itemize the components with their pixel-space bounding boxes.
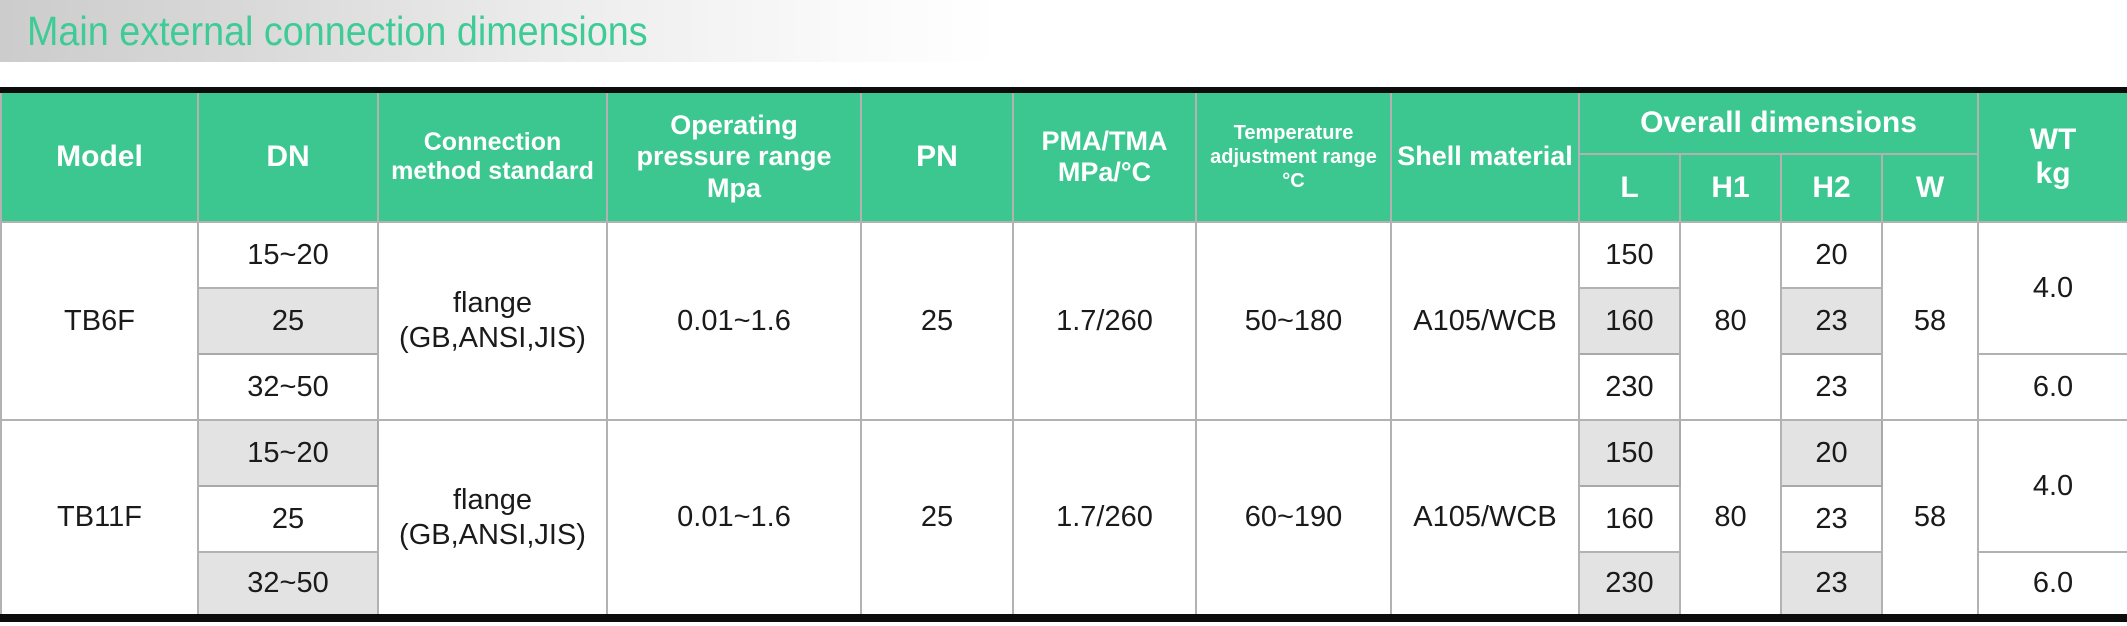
- h2-cell: 20: [1780, 221, 1883, 289]
- l-cell: 150: [1578, 221, 1681, 289]
- pn-cell: 25: [860, 221, 1014, 421]
- l-cell: 230: [1578, 353, 1681, 421]
- dn-cell: 32~50: [197, 353, 379, 421]
- table-row: 25 160 23: [1, 485, 2127, 553]
- table-row: TB11F 15~20 flange (GB,ANSI,JIS) 0.01~1.…: [0, 419, 2127, 619]
- dn-cell: 15~20: [197, 419, 379, 487]
- table-body: TB6F 15~20 flange (GB,ANSI,JIS) 0.01~1.6…: [0, 221, 2127, 619]
- h2-cell: 20: [1780, 419, 1883, 487]
- w-cell: 58: [1880, 221, 1980, 421]
- col-header-l: L: [1578, 153, 1681, 223]
- col-header-pma: PMA/TMA MPa/°C: [1012, 89, 1197, 223]
- dn-cell: 25: [197, 485, 379, 553]
- w-cell: 58: [1880, 419, 1980, 619]
- h1-cell: 80: [1679, 221, 1782, 421]
- dn-cell: 15~20: [197, 221, 379, 289]
- page-title: Main external connection dimensions: [27, 7, 648, 54]
- wt-cell: 4.0: [1977, 221, 2127, 355]
- dn-cell: 25: [197, 287, 379, 355]
- col-header-connection: Connection method standard: [377, 89, 608, 223]
- table-row: TB6F 15~20 flange (GB,ANSI,JIS) 0.01~1.6…: [0, 221, 2127, 421]
- dn-cell: 32~50: [197, 551, 379, 619]
- col-header-pressure: Operating pressure range Mpa: [606, 89, 862, 223]
- pressure-cell: 0.01~1.6: [606, 419, 862, 619]
- l-cell: 160: [1578, 287, 1681, 355]
- wt-cell: 4.0: [1977, 419, 2127, 553]
- col-header-shell: Shell material: [1390, 89, 1580, 223]
- spec-table: Model DN Connection method standard Oper…: [0, 87, 2127, 622]
- connection-cell: flange (GB,ANSI,JIS): [377, 221, 608, 421]
- temp-cell: 50~180: [1195, 221, 1392, 421]
- l-cell: 160: [1578, 485, 1681, 553]
- model-cell: TB6F: [0, 221, 199, 421]
- pressure-cell: 0.01~1.6: [606, 221, 862, 421]
- wt-cell: 6.0: [1977, 353, 2127, 421]
- col-header-h1: H1: [1679, 153, 1782, 223]
- h2-cell: 23: [1780, 287, 1883, 355]
- pma-cell: 1.7/260: [1012, 221, 1197, 421]
- l-cell: 150: [1578, 419, 1681, 487]
- col-header-wt: WT kg: [1977, 89, 2127, 223]
- shell-cell: A105/WCB: [1390, 419, 1580, 619]
- col-header-w: W: [1880, 153, 1980, 223]
- col-header-model: Model: [0, 89, 199, 223]
- col-header-temp: Temperature adjustment range °C: [1195, 89, 1392, 223]
- table-row: 32~50 230 23 6.0: [1, 353, 2127, 421]
- col-header-h2: H2: [1780, 153, 1883, 223]
- h2-cell: 23: [1780, 353, 1883, 421]
- col-header-pn: PN: [860, 89, 1014, 223]
- col-header-overall-dimensions: Overall dimensions: [1577, 89, 1980, 155]
- h2-cell: 23: [1780, 551, 1883, 619]
- h1-cell: 80: [1679, 419, 1782, 619]
- h2-cell: 23: [1780, 485, 1883, 553]
- section-title-band: Main external connection dimensions: [0, 0, 1000, 62]
- table-header: Model DN Connection method standard Oper…: [0, 89, 2127, 223]
- model-cell: TB11F: [0, 419, 199, 619]
- l-cell: 230: [1578, 551, 1681, 619]
- table-row: 25 160 23: [1, 287, 2127, 355]
- temp-cell: 60~190: [1195, 419, 1392, 619]
- connection-cell: flange (GB,ANSI,JIS): [377, 419, 608, 619]
- shell-cell: A105/WCB: [1390, 221, 1580, 421]
- pn-cell: 25: [860, 419, 1014, 619]
- wt-cell: 6.0: [1977, 551, 2127, 619]
- col-header-dn: DN: [197, 89, 379, 223]
- pma-cell: 1.7/260: [1012, 419, 1197, 619]
